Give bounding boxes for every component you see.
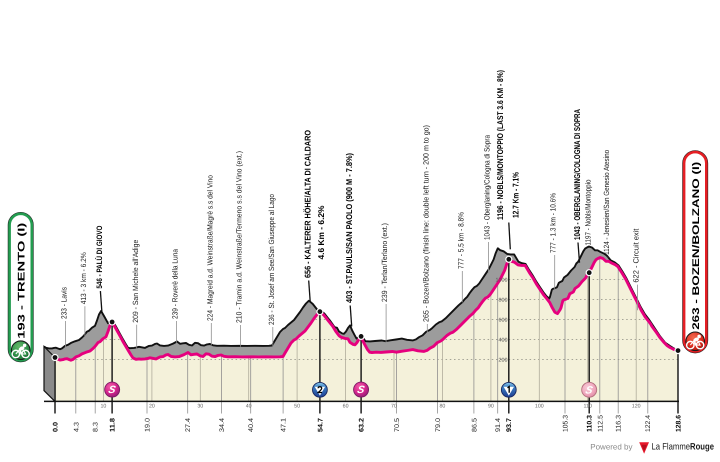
svg-text:0.0: 0.0: [52, 422, 59, 432]
svg-text:S: S: [107, 384, 117, 396]
svg-text:656 - KALTERER HÖHE/ALTA DI CA: 656 - KALTERER HÖHE/ALTA DI CALDARO: [303, 130, 313, 278]
svg-text:1124 - Jenesien/San Genesio At: 1124 - Jenesien/San Genesio Atesino: [602, 150, 611, 255]
svg-text:622 - Circuit exit: 622 - Circuit exit: [632, 228, 641, 283]
svg-text:233 - Lavis: 233 - Lavis: [60, 287, 69, 319]
svg-text:12.7 Km - 7.1%: 12.7 Km - 7.1%: [510, 172, 520, 218]
svg-text:1043 - Oberglaning/Cologna di: 1043 - Oberglaning/Cologna di Sopra: [482, 134, 491, 240]
svg-text:1196 - NOBLS/MONTOPPIO (LAST 3: 1196 - NOBLS/MONTOPPIO (LAST 3.6 KM - 8%…: [495, 70, 505, 220]
svg-text:70: 70: [391, 404, 397, 410]
svg-text:Powered by: Powered by: [590, 442, 632, 451]
svg-text:La FlammeRouge: La FlammeRouge: [652, 442, 715, 452]
svg-text:60: 60: [343, 404, 349, 410]
svg-text:239 - Terlan/Terlano (ext.): 239 - Terlan/Terlano (ext.): [380, 223, 389, 302]
svg-text:236 - St. Josef am See/San Giu: 236 - St. Josef am See/San Giuseppe al L…: [267, 194, 276, 325]
svg-text:1197 - Nobls/Montoppio: 1197 - Nobls/Montoppio: [584, 180, 593, 246]
svg-text:100: 100: [535, 404, 544, 410]
svg-text:400: 400: [499, 338, 508, 344]
svg-text:128.6: 128.6: [675, 415, 682, 432]
svg-text:120: 120: [632, 404, 641, 410]
svg-text:210 - Tramin a.d. Weinstraße/T: 210 - Tramin a.d. Weinstraße/Termeno s.s…: [234, 151, 243, 323]
svg-text:S: S: [584, 384, 594, 396]
svg-text:546 - PALÙ DI GIOVO: 546 - PALÙ DI GIOVO: [95, 226, 104, 289]
svg-text:63.2: 63.2: [359, 418, 366, 432]
svg-text:224 - Magreid a.d. Weinstraße/: 224 - Magreid a.d. Weinstraße/Magrè s.s …: [205, 175, 214, 321]
svg-text:4.3: 4.3: [73, 422, 80, 432]
svg-text:10: 10: [100, 404, 106, 410]
svg-text:116.3: 116.3: [616, 415, 623, 432]
svg-text:800: 800: [499, 298, 508, 304]
svg-text:47.1: 47.1: [281, 418, 288, 432]
svg-text:777 - 1.3 km - 10.6%: 777 - 1.3 km - 10.6%: [549, 193, 558, 253]
svg-text:265 - Bozen/Bolzano (finish li: 265 - Bozen/Bolzano (finish line: double…: [421, 125, 430, 322]
svg-text:209 - San Michele all'Adige: 209 - San Michele all'Adige: [131, 240, 140, 323]
svg-text:40.4: 40.4: [248, 418, 255, 432]
svg-text:777 - 5.5 km - 8.8%: 777 - 5.5 km - 8.8%: [456, 212, 465, 269]
svg-text:4.6 Km - 6.2%: 4.6 Km - 6.2%: [316, 205, 326, 260]
svg-text:34.4: 34.4: [219, 418, 226, 432]
svg-text:112.5: 112.5: [597, 415, 604, 432]
svg-text:70.5: 70.5: [394, 418, 401, 432]
svg-text:19.0: 19.0: [145, 418, 152, 432]
svg-text:1043 - OBERGLANING/COLOGNA DI: 1043 - OBERGLANING/COLOGNA DI SOPRA: [572, 109, 582, 240]
svg-text:403 - ST.PAULS/SAN PAOLO (900: 403 - ST.PAULS/SAN PAOLO (900 M - 7.8%): [344, 153, 354, 303]
svg-text:122.4: 122.4: [645, 415, 652, 432]
svg-text:110.3: 110.3: [587, 415, 594, 432]
svg-text:8.3: 8.3: [93, 422, 100, 432]
svg-text:193 - TRENTO (I): 193 - TRENTO (I): [16, 223, 27, 339]
svg-text:263 - BOZEN/BOLZANO (I): 263 - BOZEN/BOLZANO (I): [691, 162, 702, 330]
svg-text:110: 110: [583, 404, 591, 410]
svg-text:40: 40: [246, 404, 252, 410]
svg-text:27.4: 27.4: [185, 418, 192, 432]
svg-text:54.7: 54.7: [317, 418, 324, 432]
svg-text:1000: 1000: [496, 278, 508, 284]
svg-text:90: 90: [488, 404, 494, 410]
svg-text:91.4: 91.4: [495, 418, 502, 432]
svg-text:86.5: 86.5: [471, 418, 478, 432]
svg-text:600: 600: [499, 318, 508, 324]
svg-text:20: 20: [149, 404, 155, 410]
svg-text:50: 50: [294, 404, 300, 410]
svg-text:413 - 3 km - 6.2%: 413 - 3 km - 6.2%: [79, 252, 88, 304]
svg-text:93.7: 93.7: [506, 418, 513, 432]
svg-text:80: 80: [439, 404, 445, 410]
svg-text:239 - Roverè della Luna: 239 - Roverè della Luna: [170, 248, 179, 319]
svg-text:11.8: 11.8: [110, 418, 117, 432]
svg-text:79.0: 79.0: [435, 418, 442, 432]
svg-text:S: S: [356, 384, 366, 396]
svg-text:30: 30: [197, 404, 203, 410]
svg-text:200: 200: [499, 358, 508, 364]
svg-text:105.3: 105.3: [562, 415, 569, 432]
